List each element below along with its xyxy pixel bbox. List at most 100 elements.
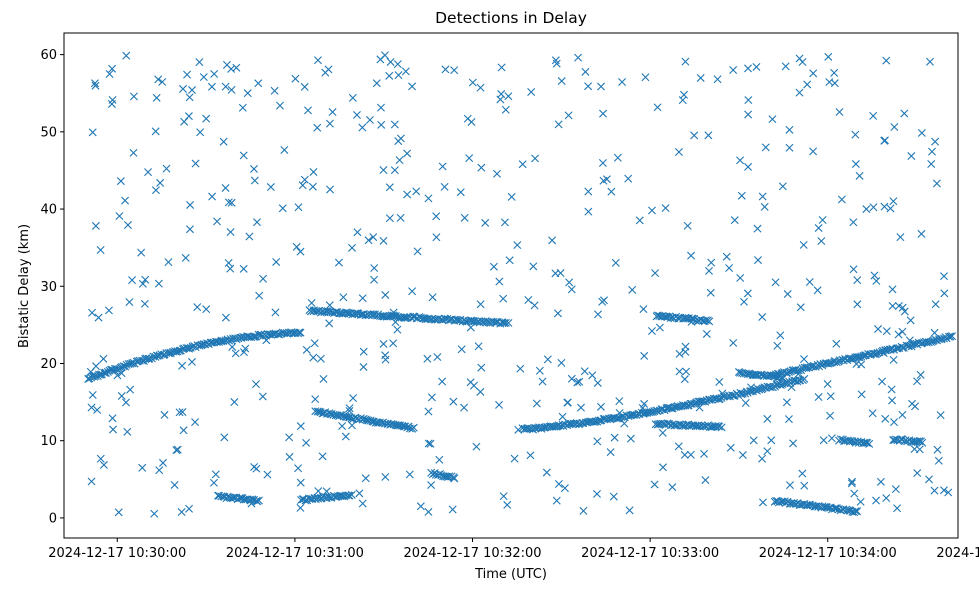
data-point (705, 266, 714, 275)
data-point (457, 345, 466, 354)
data-point (785, 481, 794, 490)
data-point (849, 218, 858, 227)
data-point (108, 64, 117, 73)
data-point (757, 370, 766, 379)
data-point (254, 330, 263, 339)
data-point (193, 303, 202, 312)
data-point (185, 225, 194, 234)
data-point (348, 421, 357, 430)
data-point (300, 175, 309, 184)
data-point (880, 136, 889, 145)
data-point (426, 439, 435, 448)
data-point (809, 69, 818, 78)
data-point (498, 318, 507, 327)
data-point (325, 301, 334, 310)
data-point (440, 182, 449, 191)
data-point (898, 303, 907, 312)
data-point (849, 265, 858, 274)
data-point (913, 377, 922, 386)
data-point (178, 361, 187, 370)
data-point (717, 423, 726, 432)
data-point (137, 248, 146, 257)
data-point (500, 218, 509, 227)
data-point (674, 402, 683, 411)
data-point (594, 310, 603, 319)
data-point (389, 308, 398, 317)
data-point (91, 81, 100, 90)
data-point (898, 327, 907, 336)
x-tick-label: 2024-12-17 10:30:00 (48, 546, 186, 561)
data-point (311, 395, 320, 404)
data-point (121, 196, 130, 205)
data-point (396, 213, 405, 222)
data-point (853, 276, 862, 285)
data-point (876, 477, 885, 486)
x-axis-title: Time (UTC) (474, 567, 547, 582)
data-point (416, 502, 425, 511)
data-point (424, 194, 433, 203)
data-point (835, 108, 844, 117)
data-point (723, 392, 732, 401)
y-axis: 0 10 20 30 40 50 60 (40, 48, 64, 526)
data-point (224, 198, 233, 207)
data-point (907, 152, 916, 161)
data-point (309, 167, 318, 176)
data-point (916, 370, 925, 379)
data-point (641, 73, 650, 82)
data-point (221, 336, 230, 345)
data-point (607, 187, 616, 196)
data-point (108, 414, 117, 423)
data-point (847, 479, 856, 488)
data-point (495, 277, 504, 286)
data-point (250, 176, 259, 185)
data-point (408, 82, 417, 91)
data-point (227, 64, 236, 73)
data-point (593, 437, 602, 446)
data-point (109, 425, 118, 434)
plot-frame (63, 32, 959, 539)
data-point (381, 419, 390, 428)
data-point (385, 183, 394, 192)
data-point (830, 79, 839, 88)
data-point (271, 308, 280, 317)
data-point (913, 469, 922, 478)
data-point (771, 278, 780, 287)
data-point (701, 476, 710, 485)
data-point (869, 111, 878, 120)
data-point (319, 374, 328, 383)
data-point (325, 119, 334, 128)
data-point (556, 421, 565, 430)
data-point (450, 474, 459, 483)
data-point (530, 301, 539, 310)
data-point (210, 69, 219, 78)
data-point (296, 503, 305, 512)
data-point (298, 181, 307, 190)
data-point (409, 423, 418, 432)
data-point (609, 492, 618, 501)
data-point (749, 436, 758, 445)
data-point (93, 405, 102, 414)
data-point (927, 159, 936, 168)
data-point (229, 493, 238, 502)
data-point (249, 332, 258, 341)
data-point (674, 442, 683, 451)
data-point (253, 497, 262, 506)
data-point (620, 419, 629, 428)
data-point (824, 52, 833, 61)
data-point (145, 354, 154, 363)
data-point (918, 438, 927, 447)
data-point (880, 202, 889, 211)
data-point (690, 131, 699, 140)
data-point (141, 275, 150, 284)
data-point (220, 433, 229, 442)
y-tick-label: 40 (40, 203, 57, 218)
data-point (427, 393, 436, 402)
data-point (239, 495, 248, 504)
data-point (826, 411, 835, 420)
data-point (805, 277, 814, 286)
data-point (768, 383, 777, 392)
data-point (526, 451, 535, 460)
data-point (349, 394, 358, 403)
data-point (211, 470, 220, 479)
data-point (348, 243, 357, 252)
